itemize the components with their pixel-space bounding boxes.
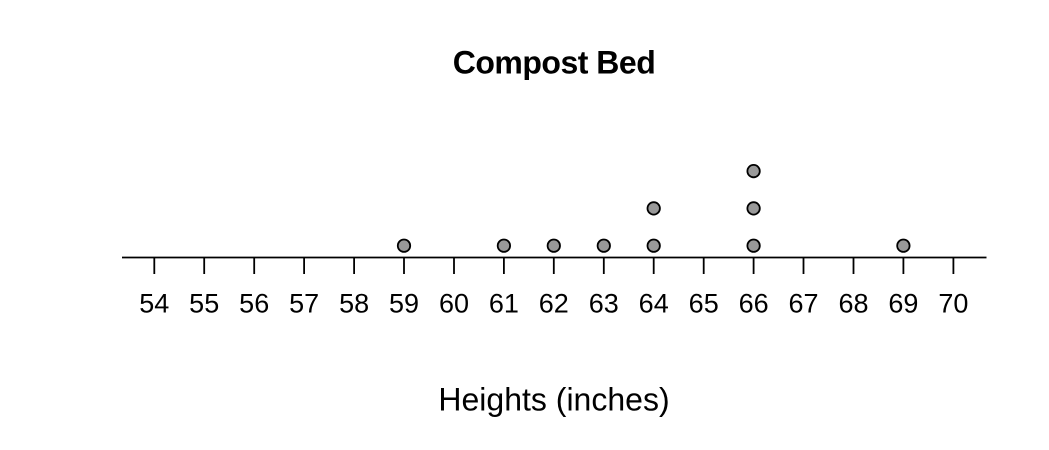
- svg-text:58: 58: [339, 289, 369, 319]
- svg-text:68: 68: [838, 289, 868, 319]
- svg-text:60: 60: [439, 289, 469, 319]
- svg-text:70: 70: [938, 289, 968, 319]
- svg-text:64: 64: [639, 289, 669, 319]
- svg-text:56: 56: [239, 289, 269, 319]
- svg-text:57: 57: [289, 289, 319, 319]
- svg-text:61: 61: [489, 289, 519, 319]
- svg-text:69: 69: [888, 289, 918, 319]
- svg-text:63: 63: [589, 289, 619, 319]
- svg-text:Heights (inches): Heights (inches): [438, 382, 669, 418]
- svg-text:Compost Bed: Compost Bed: [453, 45, 656, 81]
- svg-text:59: 59: [389, 289, 419, 319]
- svg-text:65: 65: [689, 289, 719, 319]
- svg-text:66: 66: [739, 289, 769, 319]
- svg-text:67: 67: [788, 289, 818, 319]
- svg-text:55: 55: [189, 289, 219, 319]
- svg-text:62: 62: [539, 289, 569, 319]
- svg-text:54: 54: [139, 289, 169, 319]
